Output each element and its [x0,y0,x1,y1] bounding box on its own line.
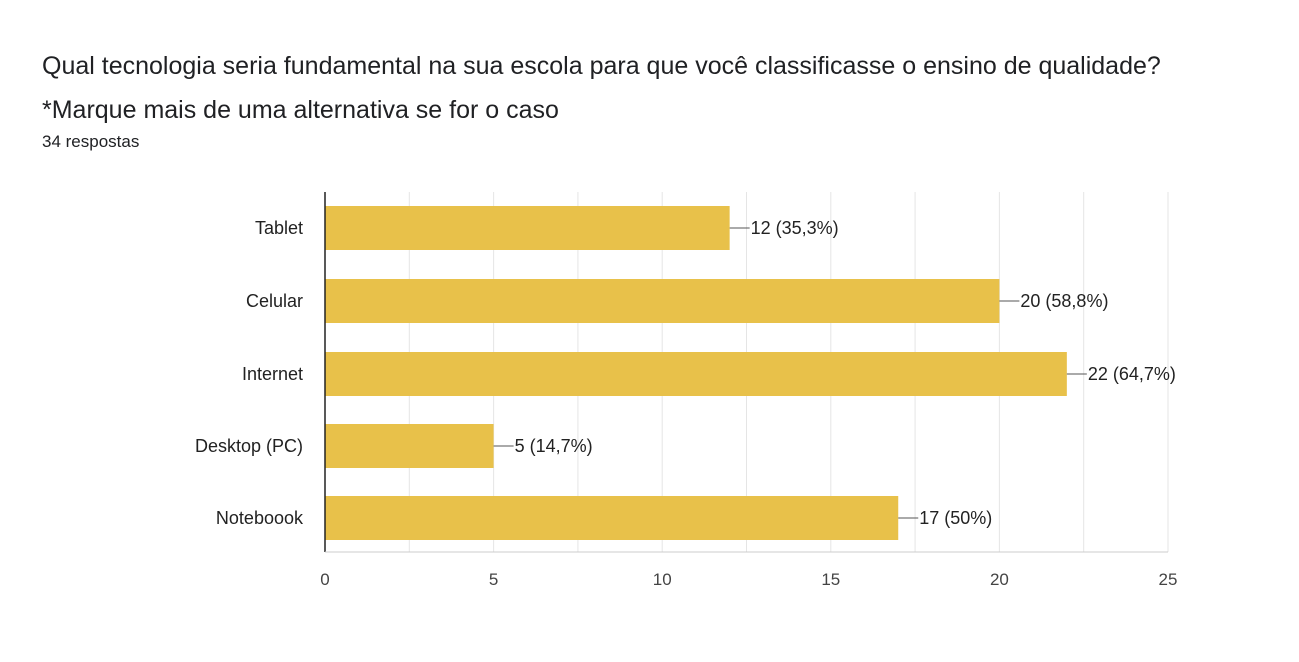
x-tick-label: 5 [489,570,498,589]
x-tick-label: 15 [821,570,840,589]
data-label: 5 (14,7%) [515,436,593,456]
question-title: Qual tecnologia seria fundamental na sua… [42,52,1189,124]
bars [325,206,1067,540]
data-label: 12 (35,3%) [751,218,839,238]
x-tick-label: 20 [990,570,1009,589]
category-label: Internet [242,364,303,384]
category-label: Noteboook [216,508,304,528]
category-label: Tablet [255,218,303,238]
x-tick-label: 0 [320,570,329,589]
bar-internet [325,352,1067,396]
data-label: 17 (50%) [919,508,992,528]
x-tick-label: 10 [653,570,672,589]
response-count: 34 respostas [42,132,140,151]
category-label: Desktop (PC) [195,436,303,456]
labels: 12 (35,3%) Tablet 20 (58,8%) Celular 22 (64,… [195,218,1177,589]
axes [324,192,1168,553]
category-label: Celular [246,291,303,311]
data-label: 20 (58,8%) [1020,291,1108,311]
x-tick-label: 25 [1159,570,1178,589]
data-label: 22 (64,7%) [1088,364,1176,384]
bar-noteboook [325,496,899,540]
bar-tablet [325,206,730,250]
bar-celular [325,279,1000,323]
bar-desktop-pc [325,424,494,468]
